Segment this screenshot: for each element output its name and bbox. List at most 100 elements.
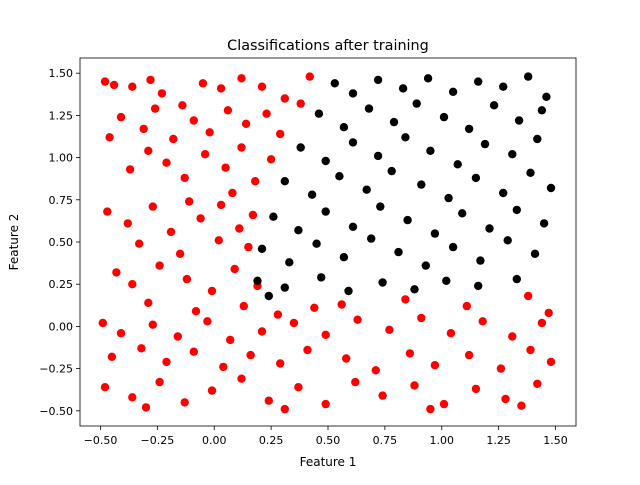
scatter-point-red (239, 301, 248, 311)
scatter-point-red (321, 399, 330, 409)
scatter-point-black (348, 138, 358, 147)
scatter-point-black (421, 261, 430, 270)
x-axis: −0.50 −0.25 0.00 0.25 0.50 0.75 1.00 1.25 1.50 (84, 426, 568, 447)
scatter-point-black (542, 92, 551, 102)
scatter-point-red (175, 249, 185, 258)
scatter-point-black (376, 202, 385, 211)
scatter-point-red (100, 77, 110, 86)
scatter-point-black (503, 236, 512, 245)
scatter-point-black (546, 183, 556, 193)
scatter-point-red (150, 104, 160, 113)
scatter-point-red (103, 207, 112, 216)
scatter-point-black (394, 247, 403, 257)
scatter-point-black (464, 124, 474, 134)
scatter-point-black (321, 156, 330, 166)
scatter-point-black (339, 253, 349, 262)
scatter-point-red (144, 298, 153, 307)
scatter-point-red (248, 210, 258, 220)
scatter-point-red (353, 315, 362, 324)
scatter-point-red (116, 329, 126, 338)
scatter-point-red (280, 94, 289, 103)
x-tick-label: 0.75 (373, 434, 398, 447)
scatter-point-red (223, 106, 233, 115)
scatter-point-red (107, 352, 117, 361)
scatter-point-black (330, 79, 339, 88)
x-tick-label: 0.50 (316, 434, 341, 447)
scatter-point-black (480, 139, 490, 149)
scatter-point-red (182, 274, 192, 284)
scatter-point-red (105, 133, 114, 142)
scatter-point-black (410, 285, 419, 294)
scatter-point-black (533, 134, 542, 144)
scatter-point-black (253, 276, 262, 285)
x-axis-label: Feature 1 (300, 455, 357, 469)
scatter-point-black (387, 166, 396, 176)
scatter-point-black (476, 256, 485, 265)
scatter-point-red (155, 261, 164, 270)
scatter-point-red (162, 158, 171, 167)
scatter-point-red (280, 404, 289, 414)
scatter-point-red (537, 318, 547, 328)
scatter-point-red (128, 393, 137, 402)
scatter-point-black (499, 82, 508, 91)
scatter-point-red (198, 79, 208, 88)
scatter-point-black (257, 244, 267, 253)
scatter-point-red (310, 303, 319, 312)
scatter-point-red (207, 286, 217, 296)
scatter-point-black (348, 222, 358, 231)
scatter-point-red (196, 214, 205, 223)
scatter-point-black (417, 180, 426, 189)
scatter-point-red (216, 200, 226, 210)
scatter-point-red (144, 146, 153, 155)
scatter-point-red (162, 357, 171, 367)
scatter-point-red (141, 403, 151, 412)
y-tick-label: 0.50 (49, 236, 74, 249)
scatter-point-red (533, 379, 542, 388)
scatter-point-black (296, 143, 305, 152)
scatter-point-black (348, 89, 358, 98)
scatter-point-black (401, 133, 410, 142)
scatter-point-red (378, 391, 387, 400)
scatter-point-red (180, 398, 189, 407)
scatter-point-red (98, 318, 108, 328)
y-tick-label: 1.25 (49, 109, 74, 122)
scatter-point-black (403, 215, 412, 225)
scatter-point-red (526, 345, 535, 355)
x-tick-label: −0.50 (84, 434, 118, 447)
scatter-point-red (148, 202, 157, 211)
y-tick-label: −0.50 (39, 405, 73, 418)
y-axis: −0.50 −0.25 0.00 0.25 0.50 0.75 1.00 1.25 1.50 (39, 67, 80, 418)
x-tick-label: 0.25 (259, 434, 284, 447)
scatter-point-black (312, 239, 321, 248)
scatter-point-red (155, 377, 164, 387)
y-axis-label: Feature 2 (7, 214, 21, 271)
scatter-point-red (157, 89, 167, 98)
scatter-point-red (135, 239, 144, 248)
scatter-point-red (478, 317, 487, 326)
scatter-point-red (426, 404, 435, 414)
scatter-point-red (189, 347, 198, 356)
scatter-point-black (526, 168, 535, 177)
scatter-point-red (237, 74, 246, 83)
scatter-point-black (430, 229, 440, 238)
scatter-point-black (364, 104, 374, 113)
scatter-point-red (508, 332, 517, 341)
scatter-point-black (294, 226, 303, 235)
y-tick-label: 0.00 (49, 320, 74, 333)
scatter-point-black (280, 283, 289, 292)
scatter-point-red (237, 143, 246, 152)
scatter-point-red (191, 307, 201, 316)
scatter-point-red (166, 227, 176, 237)
x-tick-label: 1.00 (430, 434, 455, 447)
scatter-point-black (264, 291, 273, 301)
scatter-point-red (203, 317, 212, 326)
scatter-point-black (442, 276, 451, 285)
scatter-point-black (269, 212, 278, 221)
scatter-point-red (189, 116, 198, 125)
scatter-point-red (262, 109, 271, 118)
scatter-point-red (337, 300, 346, 309)
scatter-point-red (524, 291, 533, 301)
scatter-point-red (257, 82, 267, 91)
scatter-point-red (137, 344, 146, 353)
